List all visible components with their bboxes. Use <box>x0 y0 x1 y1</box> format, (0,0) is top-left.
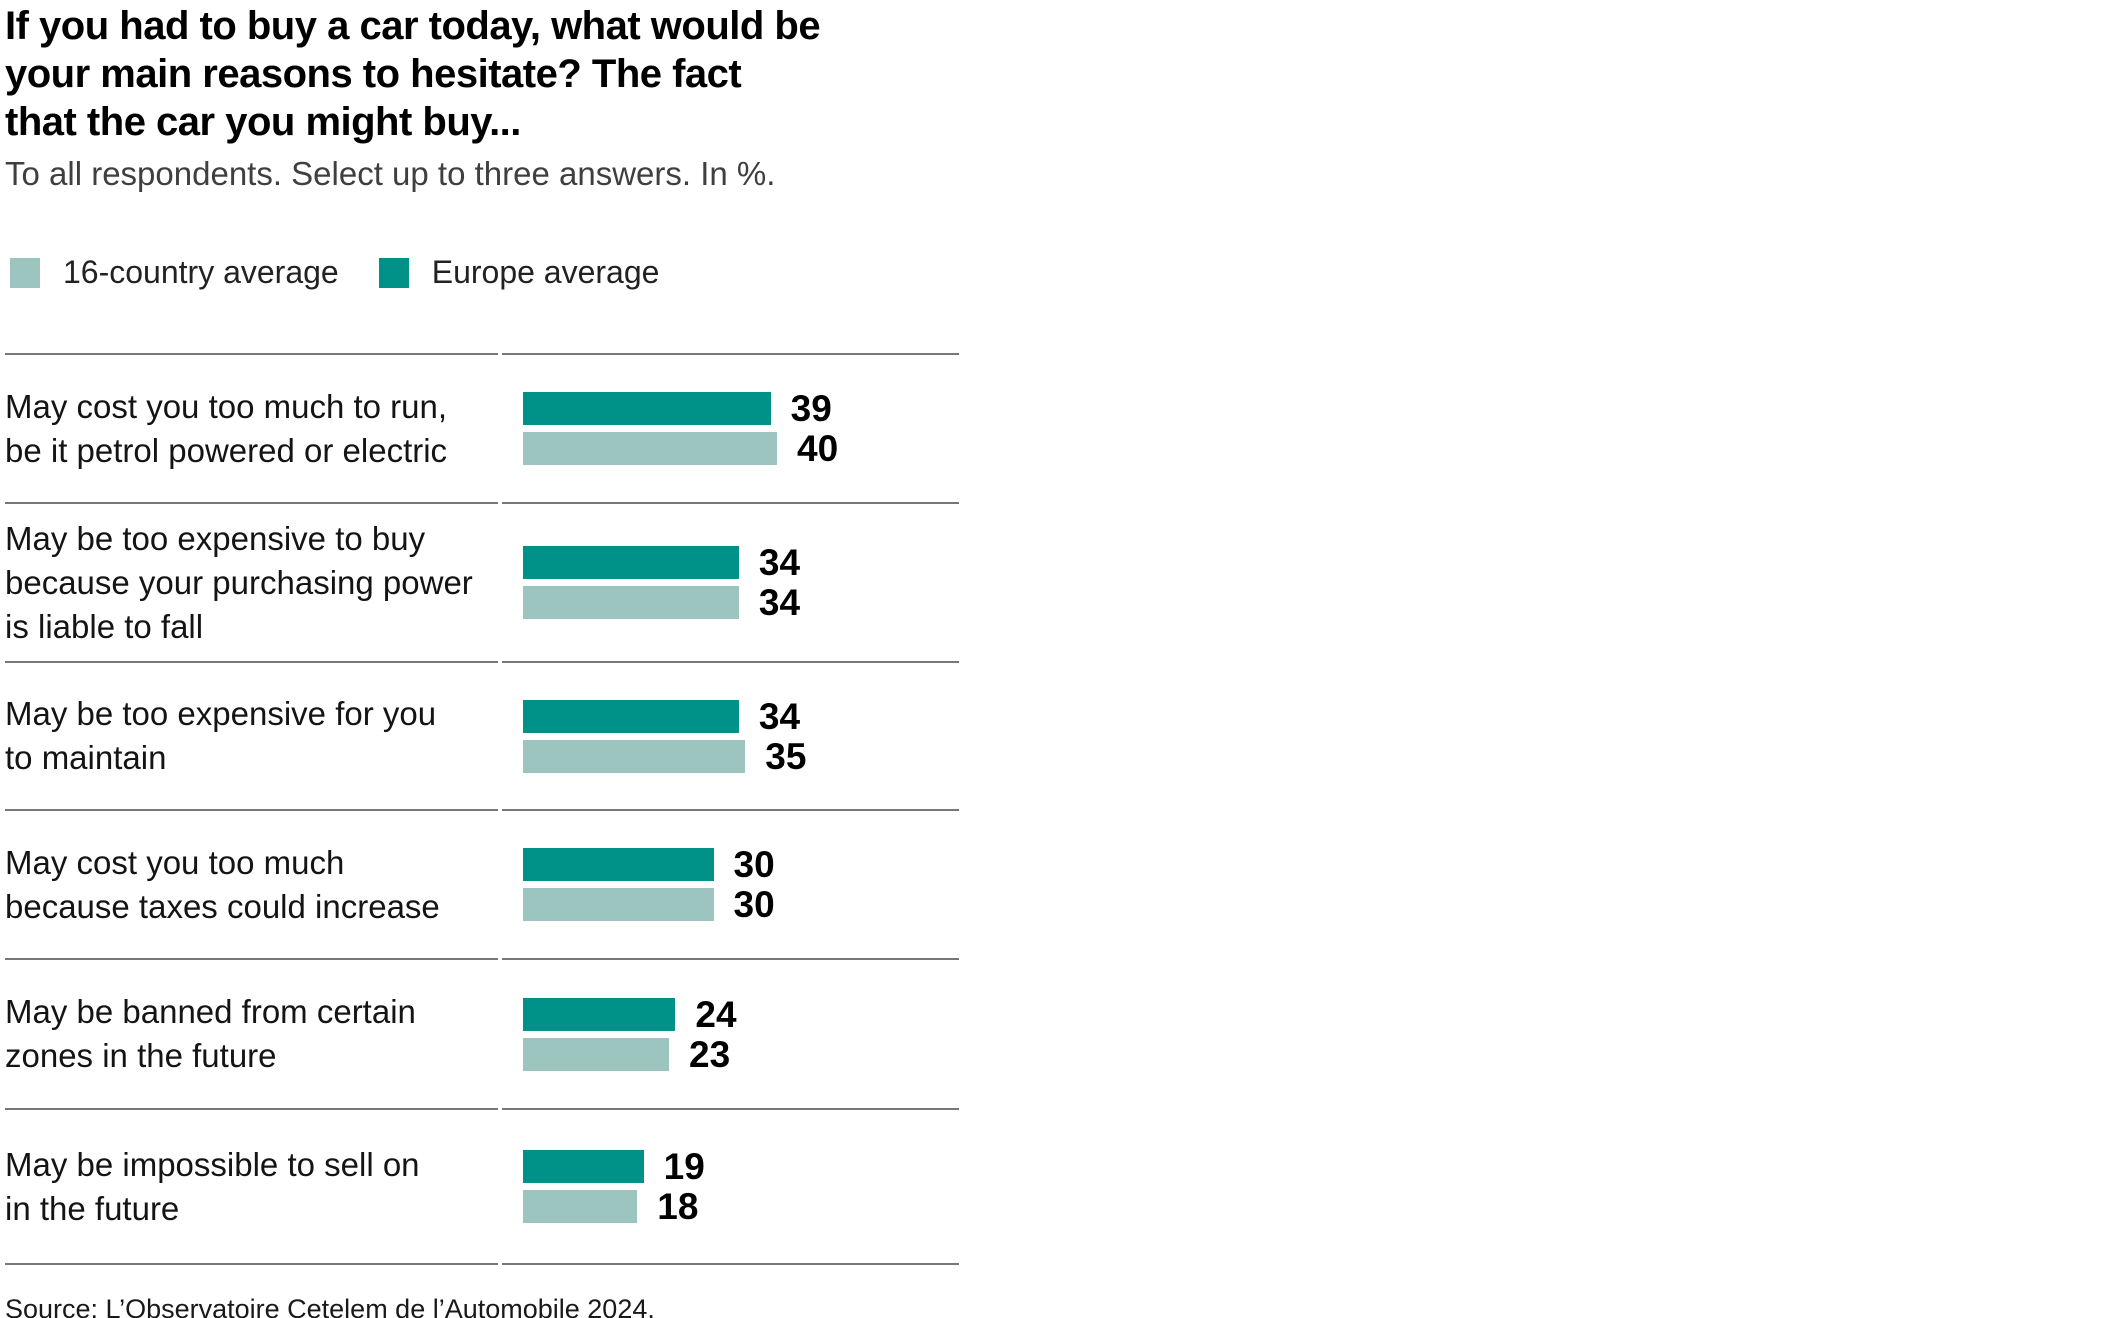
bar-line: 24 <box>523 993 959 1035</box>
europe-average-bar <box>523 546 739 579</box>
legend-item-europe-average: Europe average <box>378 254 660 291</box>
bar-line: 34 <box>523 542 959 583</box>
category-label: May be too expensive to buy because your… <box>5 502 498 661</box>
bars-group: 34 35 <box>502 661 959 809</box>
category-label: May be impossible to sell on in the futu… <box>5 1108 498 1263</box>
table-row: May be too expensive for you to maintain… <box>5 661 959 809</box>
bars-group: 19 18 <box>502 1108 959 1263</box>
europe-average-bar <box>523 848 714 881</box>
bar-value-label: 39 <box>790 388 832 429</box>
bar-value-label: 30 <box>733 884 775 925</box>
bar-value-label: 34 <box>758 542 801 583</box>
bar-value-label: 24 <box>695 993 737 1035</box>
country-average-bar <box>523 1037 670 1071</box>
europe-average-bar <box>523 1150 644 1183</box>
bar-chart: May cost you too much to run, be it petr… <box>5 353 959 1265</box>
europe-average-swatch-icon <box>378 257 409 288</box>
divider-segment <box>502 1263 959 1265</box>
bar-value-label: 40 <box>797 428 839 469</box>
bar-line: 34 <box>523 582 959 623</box>
bar-value-label: 30 <box>733 844 775 885</box>
country-average-swatch-icon <box>10 257 40 288</box>
source-note: Source: L’Observatoire Cetelem de l’Auto… <box>5 1294 655 1318</box>
bar-line: 35 <box>523 735 959 777</box>
bars-group: 34 34 <box>502 502 959 661</box>
europe-average-bar <box>523 997 676 1031</box>
bar-value-label: 23 <box>689 1033 731 1075</box>
category-label: May be banned from certain zones in the … <box>5 958 498 1108</box>
legend-label: Europe average <box>431 254 660 290</box>
legend: 16-country average Europe average <box>10 254 959 291</box>
bar-value-label: 18 <box>657 1186 699 1227</box>
bar-line: 40 <box>523 428 959 469</box>
country-average-bar <box>523 432 777 465</box>
chart-content: If you had to buy a car today, what woul… <box>5 2 959 1318</box>
table-row: May be too expensive to buy because your… <box>5 502 959 661</box>
bar-line: 30 <box>523 884 959 925</box>
bar-value-label: 34 <box>758 582 801 623</box>
table-row: May be banned from certain zones in the … <box>5 958 959 1108</box>
bar-line: 18 <box>523 1186 959 1227</box>
category-label: May cost you too much because taxes coul… <box>5 809 498 958</box>
table-row: May be impossible to sell on in the futu… <box>5 1108 959 1263</box>
category-label: May be too expensive for you to maintain <box>5 661 498 809</box>
bar-line: 34 <box>523 695 959 737</box>
bars-group: 24 23 <box>502 958 959 1108</box>
bar-value-label: 19 <box>663 1146 705 1187</box>
table-row: May cost you too much because taxes coul… <box>5 809 959 958</box>
chart-rows: May cost you too much to run, be it petr… <box>5 353 959 1265</box>
country-average-bar <box>523 586 739 619</box>
europe-average-bar <box>523 392 771 425</box>
divider-segment <box>5 1263 498 1265</box>
table-row: May cost you too much to run, be it petr… <box>5 353 959 502</box>
legend-item-country-average: 16-country average <box>10 254 339 291</box>
bar-line: 19 <box>523 1146 959 1187</box>
bar-value-label: 34 <box>758 695 801 737</box>
europe-average-bar <box>523 699 739 733</box>
chart-subtitle: To all respondents. Select up to three a… <box>5 155 776 192</box>
country-average-bar <box>523 888 714 921</box>
legend-label: 16-country average <box>63 254 339 290</box>
bar-value-label: 35 <box>765 735 807 777</box>
page-title: If you had to buy a car today, what woul… <box>5 4 821 144</box>
bar-line: 39 <box>523 388 959 429</box>
country-average-bar <box>523 739 746 773</box>
country-average-bar <box>523 1190 638 1223</box>
bar-line: 30 <box>523 844 959 885</box>
bars-group: 39 40 <box>502 353 959 502</box>
category-label: May cost you too much to run, be it petr… <box>5 353 498 502</box>
bar-line: 23 <box>523 1033 959 1075</box>
bars-group: 30 30 <box>502 809 959 958</box>
